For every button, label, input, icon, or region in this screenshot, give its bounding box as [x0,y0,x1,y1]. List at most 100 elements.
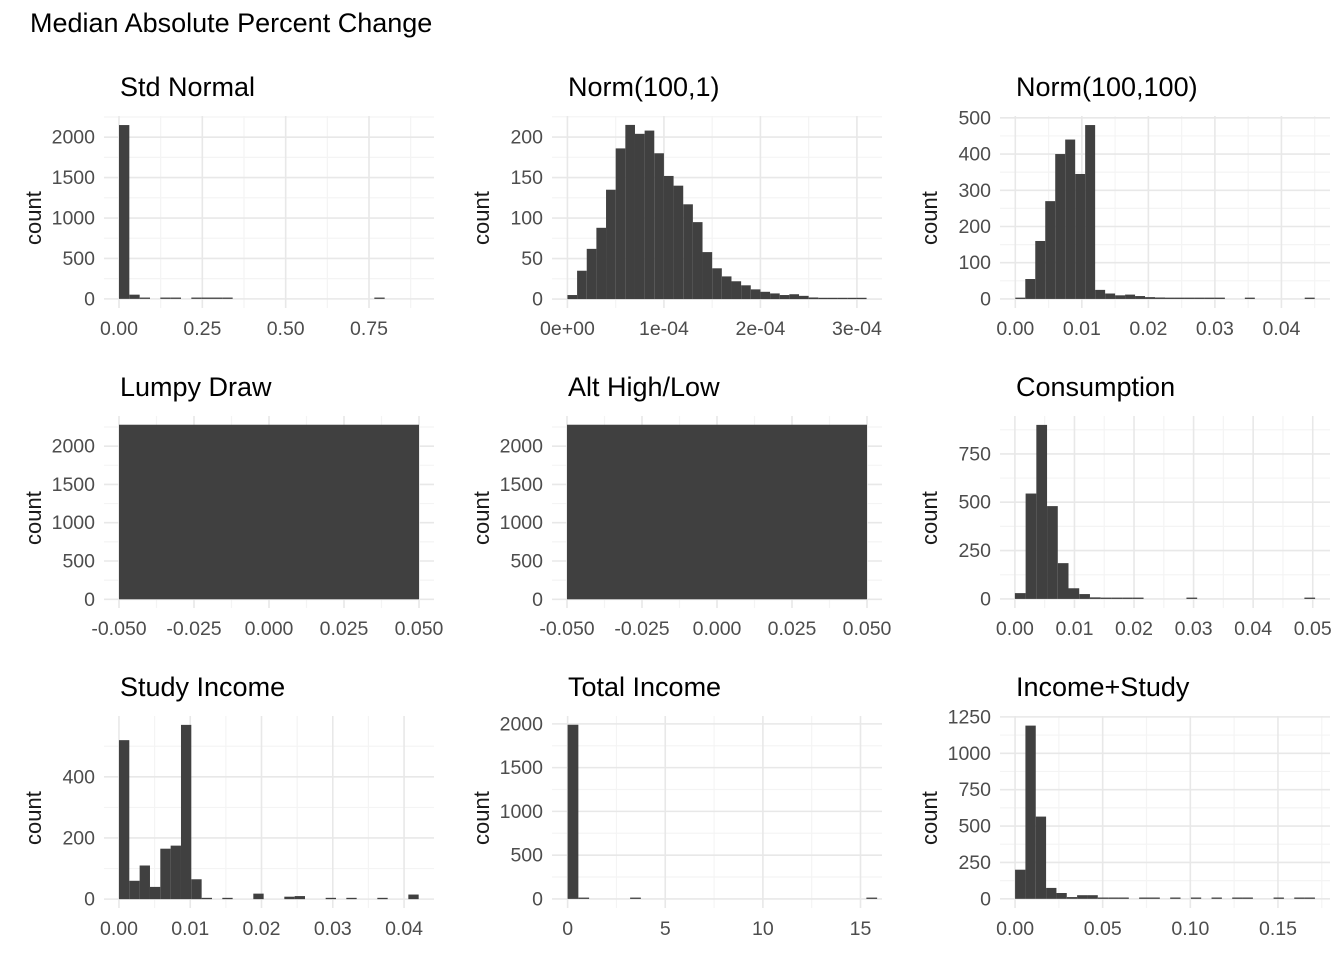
svg-text:500: 500 [510,845,543,867]
x-tick-labels: 0.00 0.01 0.02 0.03 0.04 0.05 [996,618,1332,640]
histogram-bars [119,125,385,299]
plot-area: count 0 250 500 750 0.00 0.01 0.02 0.03 0.04 0.05 [896,410,1344,642]
plot-area: count 0 100 200 300 400 500 0.00 0.01 0.02 0.03 0.… [896,110,1344,342]
svg-text:-0.025: -0.025 [614,618,669,640]
gridlines-minor [104,116,434,308]
svg-text:50: 50 [521,248,543,270]
svg-text:0.01: 0.01 [1055,618,1093,640]
svg-text:0e+00: 0e+00 [540,318,595,340]
svg-text:0: 0 [532,888,543,910]
histogram-canvas: 0 500 1000 1500 2000 0 5 10 15 [500,713,882,940]
panel-title: Study Income [120,672,286,702]
svg-text:2000: 2000 [52,436,96,458]
svg-text:15: 15 [850,918,872,940]
svg-text:0.02: 0.02 [243,918,281,940]
svg-text:0.03: 0.03 [1175,618,1213,640]
svg-text:0.03: 0.03 [314,918,352,940]
svg-text:0.01: 0.01 [1063,318,1101,340]
x-tick-labels: 0e+00 1e-04 2e-04 3e-04 [540,318,882,340]
svg-text:0.000: 0.000 [245,618,294,640]
svg-text:-0.050: -0.050 [91,618,146,640]
x-tick-labels: -0.050 -0.025 0.000 0.025 0.050 [91,618,443,640]
svg-text:0.00: 0.00 [996,318,1034,340]
svg-text:0.25: 0.25 [183,318,221,340]
svg-text:1000: 1000 [500,801,544,823]
histogram-canvas: 0 250 500 750 1000 1250 0.00 0.05 0.10 0.15 [948,710,1330,940]
y-tick-labels: 0 500 1000 1500 2000 [52,127,96,311]
svg-text:0: 0 [84,288,95,310]
histogram-canvas: 0 50 100 150 200 0e+00 1e-04 2e-04 3e-04 [510,116,882,340]
svg-text:1e-04: 1e-04 [639,318,689,340]
svg-text:0.50: 0.50 [267,318,305,340]
y-axis-label: count [469,791,494,845]
histogram-bars [118,724,419,900]
svg-text:0: 0 [84,589,95,611]
x-tick-labels: 0 5 10 15 [562,918,871,940]
x-tick-labels: -0.050 -0.025 0.000 0.025 0.050 [539,618,891,640]
svg-text:0.10: 0.10 [1171,918,1209,940]
y-tick-labels: 0 500 1000 1500 2000 [500,436,544,611]
histogram-bars [1015,725,1315,899]
panel-title: Consumption [1016,372,1176,402]
y-tick-labels: 0 100 200 300 400 500 [958,110,991,310]
svg-text:0.00: 0.00 [100,918,138,940]
svg-text:0.01: 0.01 [171,918,209,940]
panel-alt-high-low: Alt High/Low count 0 500 1000 1500 2000 -0.05… [448,358,896,658]
svg-text:0: 0 [562,918,573,940]
svg-text:0: 0 [980,588,991,610]
svg-text:0: 0 [532,289,543,311]
svg-text:0: 0 [980,288,991,310]
svg-text:200: 200 [62,827,95,849]
svg-text:-0.050: -0.050 [539,618,594,640]
y-axis-label: count [21,791,46,845]
svg-text:250: 250 [958,852,991,874]
y-tick-labels: 0 200 400 [62,766,95,910]
svg-text:750: 750 [958,779,991,801]
panel-title: Total Income [568,672,722,702]
panel-total-income: Total Income count 0 500 1000 1500 2000 0 5 10 1… [448,658,896,958]
svg-text:0.050: 0.050 [843,618,892,640]
svg-text:300: 300 [958,180,991,202]
y-tick-labels: 0 500 1000 1500 2000 [500,713,544,910]
plot-area: count 0 500 1000 1500 2000 -0.050 -0.025 0.000 0… [448,410,896,642]
plot-area: count 0 500 1000 1500 2000 0.00 0.25 0.50 0.75 [0,110,448,342]
plot-area: count 0 250 500 750 1000 1250 0.00 0.05 0.10 0.15 [896,710,1344,942]
svg-text:0.05: 0.05 [1084,918,1122,940]
svg-text:2e-04: 2e-04 [735,318,785,340]
main-title: Median Absolute Percent Change [30,8,433,38]
y-axis-label: count [469,191,494,245]
panel-title: Alt High/Low [568,372,720,402]
y-axis-label: count [21,191,46,245]
y-axis-label: count [917,191,942,245]
plot-area: count 0 200 400 0.00 0.01 0.02 0.03 0.04 [0,710,448,942]
panel-title: Norm(100,1) [568,72,720,102]
panel-income-study: Income+Study count 0 250 500 750 1000 1250 0.0… [896,658,1344,958]
svg-text:1500: 1500 [500,474,544,496]
svg-text:0.050: 0.050 [395,618,444,640]
svg-text:2000: 2000 [500,436,544,458]
panel-title: Income+Study [1016,672,1190,702]
histogram-bars [567,724,878,899]
histogram-canvas: 0 250 500 750 0.00 0.01 0.02 0.03 0.04 0.05 [958,416,1332,640]
x-tick-labels: 0.00 0.05 0.10 0.15 [996,918,1297,940]
svg-text:400: 400 [62,766,95,788]
svg-text:3e-04: 3e-04 [832,318,882,340]
histogram-canvas: 0 500 1000 1500 2000 -0.050 -0.025 0.000 0.025 0.… [52,416,444,640]
histogram-canvas: 0 500 1000 1500 2000 0.00 0.25 0.50 0.75 [52,116,434,340]
svg-text:200: 200 [958,216,991,238]
svg-text:1000: 1000 [500,512,544,534]
svg-text:0.00: 0.00 [100,318,138,340]
svg-text:0.00: 0.00 [996,618,1034,640]
panel-title: Norm(100,100) [1016,72,1198,102]
panel-std-normal: Std Normal count 0 500 1000 1500 2000 0.00 0.2… [0,58,448,358]
svg-text:2000: 2000 [52,127,96,149]
svg-text:500: 500 [62,248,95,270]
svg-text:1500: 1500 [500,757,544,779]
panel-norm-100-100: Norm(100,100) count 0 100 200 300 400 500 0.00… [896,58,1344,358]
panel-norm-100-1: Norm(100,1) count 0 50 100 150 200 0e+00 1e-04… [448,58,896,358]
gridlines-major [1000,416,1330,608]
svg-text:500: 500 [958,110,991,129]
gridlines-major [1000,716,1330,908]
svg-text:500: 500 [958,816,991,838]
svg-text:0.025: 0.025 [768,618,817,640]
